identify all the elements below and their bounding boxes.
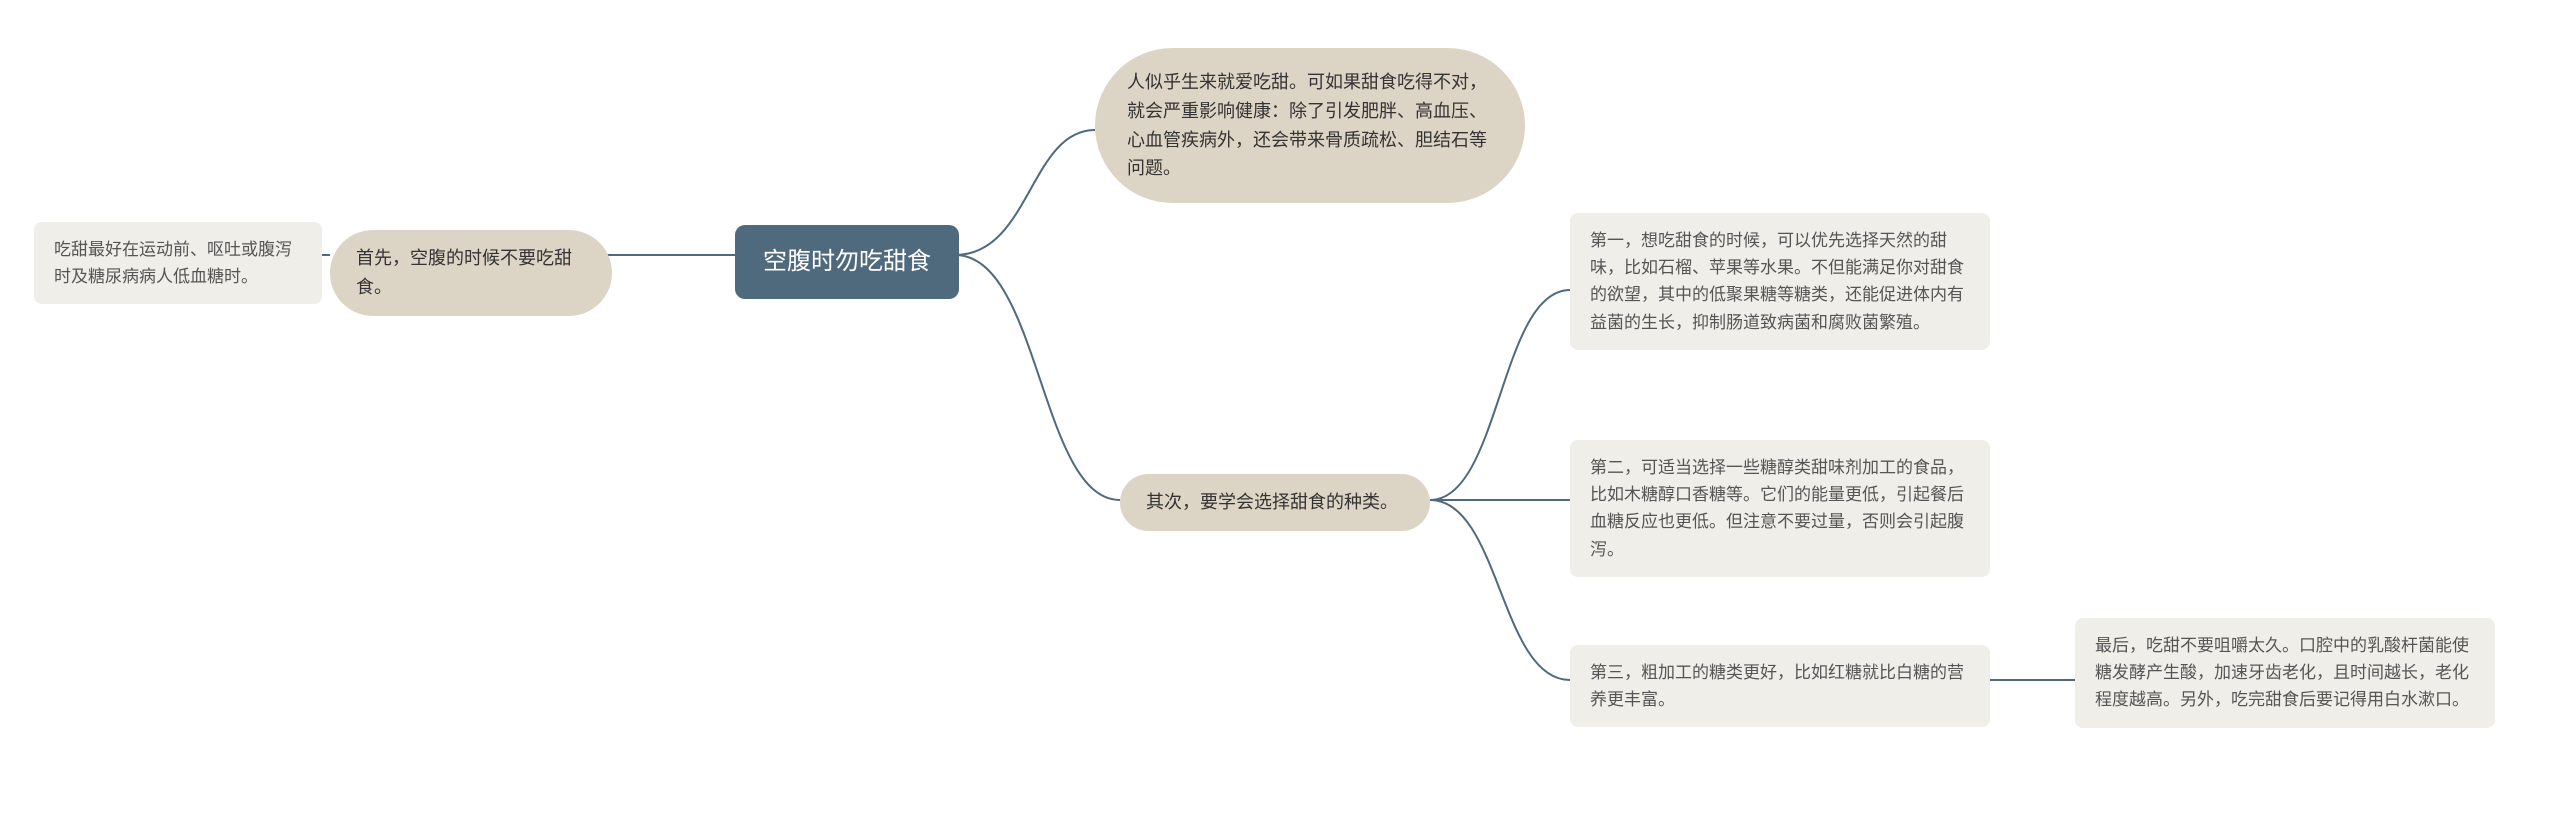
root-label: 空腹时勿吃甜食 — [763, 248, 931, 275]
leaf-2b-node[interactable]: 第二，可适当选择一些糖醇类甜味剂加工的食品，比如木糖醇口香糖等。它们的能量更低，… — [1570, 440, 1990, 577]
leaf-2b-label: 第二，可适当选择一些糖醇类甜味剂加工的食品，比如木糖醇口香糖等。它们的能量更低，… — [1590, 458, 1964, 559]
left-branch-label: 首先，空腹的时候不要吃甜食。 — [356, 248, 572, 297]
leaf-2a-label: 第一，想吃甜食的时候，可以优先选择天然的甜味，比如石榴、苹果等水果。不但能满足你… — [1590, 231, 1964, 332]
left-leaf-label: 吃甜最好在运动前、呕吐或腹泻时及糖尿病病人低血糖时。 — [54, 240, 292, 286]
left-leaf-node[interactable]: 吃甜最好在运动前、呕吐或腹泻时及糖尿病病人低血糖时。 — [34, 222, 322, 304]
right-branch2-label: 其次，要学会选择甜食的种类。 — [1146, 492, 1398, 512]
right-intro-label: 人似乎生来就爱吃甜。可如果甜食吃得不对，就会严重影响健康：除了引发肥胖、高血压、… — [1127, 72, 1487, 178]
leaf-2c-label: 第三，粗加工的糖类更好，比如红糖就比白糖的营养更丰富。 — [1590, 663, 1964, 709]
leaf-2c-sub-node[interactable]: 最后，吃甜不要咀嚼太久。口腔中的乳酸杆菌能使糖发酵产生酸，加速牙齿老化，且时间越… — [2075, 618, 2495, 728]
right-branch2-node[interactable]: 其次，要学会选择甜食的种类。 — [1120, 474, 1430, 531]
left-branch-node[interactable]: 首先，空腹的时候不要吃甜食。 — [330, 230, 612, 316]
leaf-2a-node[interactable]: 第一，想吃甜食的时候，可以优先选择天然的甜味，比如石榴、苹果等水果。不但能满足你… — [1570, 213, 1990, 350]
right-intro-node[interactable]: 人似乎生来就爱吃甜。可如果甜食吃得不对，就会严重影响健康：除了引发肥胖、高血压、… — [1095, 48, 1525, 203]
leaf-2c-node[interactable]: 第三，粗加工的糖类更好，比如红糖就比白糖的营养更丰富。 — [1570, 645, 1990, 727]
leaf-2c-sub-label: 最后，吃甜不要咀嚼太久。口腔中的乳酸杆菌能使糖发酵产生酸，加速牙齿老化，且时间越… — [2095, 636, 2469, 709]
root-node[interactable]: 空腹时勿吃甜食 — [735, 225, 959, 299]
